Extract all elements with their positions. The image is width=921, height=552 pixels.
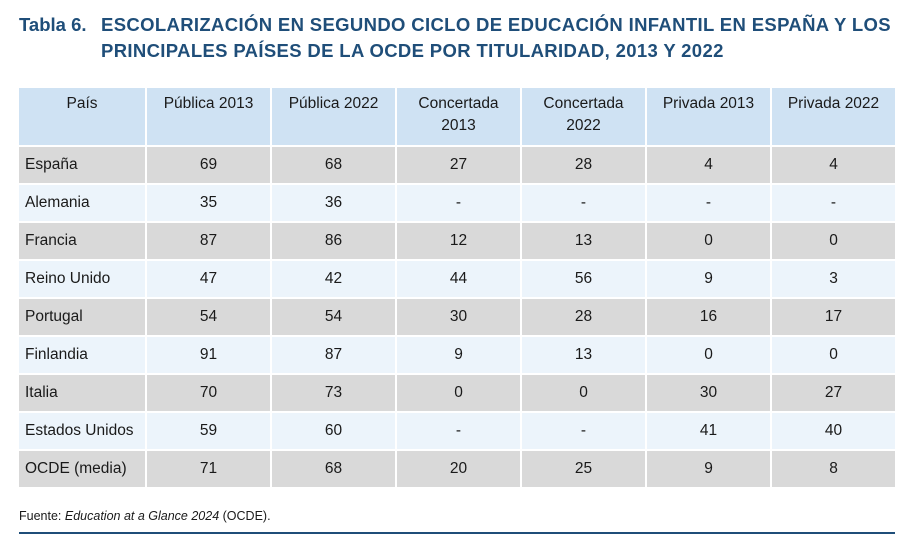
- value-cell: 30: [646, 374, 772, 413]
- value-cell: -: [396, 412, 522, 451]
- value-cell: 4: [771, 146, 895, 185]
- value-cell: 42: [271, 260, 397, 299]
- value-cell: 27: [396, 146, 522, 185]
- value-cell: 16: [646, 298, 772, 337]
- bottom-divider: [19, 532, 895, 534]
- value-cell: 9: [646, 450, 772, 489]
- country-cell: Italia: [19, 374, 147, 413]
- enrollment-table: País Pública 2013 Pública 2022 Concertad…: [19, 88, 895, 489]
- value-cell: 0: [646, 336, 772, 375]
- value-cell: 0: [771, 222, 895, 261]
- column-header: Concertada 2022: [521, 88, 647, 147]
- value-cell: 3: [771, 260, 895, 299]
- table-row: Portugal 54 54 30 28 16 17: [19, 298, 895, 337]
- value-cell: 8: [771, 450, 895, 489]
- column-header: Pública 2022: [271, 88, 397, 147]
- country-cell: Portugal: [19, 298, 147, 337]
- value-cell: 87: [271, 336, 397, 375]
- value-cell: 25: [521, 450, 647, 489]
- value-cell: 0: [396, 374, 522, 413]
- country-cell: Finlandia: [19, 336, 147, 375]
- value-cell: 0: [646, 222, 772, 261]
- column-header: Privada 2022: [771, 88, 895, 147]
- table-title-text: ESCOLARIZACIÓN EN SEGUNDO CICLO DE EDUCA…: [101, 14, 891, 61]
- value-cell: -: [771, 184, 895, 223]
- value-cell: 28: [521, 146, 647, 185]
- value-cell: 69: [146, 146, 272, 185]
- value-cell: 44: [396, 260, 522, 299]
- value-cell: -: [646, 184, 772, 223]
- value-cell: 54: [271, 298, 397, 337]
- value-cell: 30: [396, 298, 522, 337]
- table-header-row: País Pública 2013 Pública 2022 Concertad…: [19, 88, 895, 147]
- value-cell: 4: [646, 146, 772, 185]
- table-title: Tabla 6. ESCOLARIZACIÓN EN SEGUNDO CICLO…: [19, 12, 909, 64]
- value-cell: -: [521, 184, 647, 223]
- value-cell: 73: [271, 374, 397, 413]
- table-row: España 69 68 27 28 4 4: [19, 146, 895, 185]
- value-cell: -: [396, 184, 522, 223]
- table-row: Alemania 35 36 - - - -: [19, 184, 895, 223]
- value-cell: 36: [271, 184, 397, 223]
- value-cell: 87: [146, 222, 272, 261]
- source-prefix: Fuente:: [19, 509, 65, 523]
- column-header: Privada 2013: [646, 88, 772, 147]
- country-cell: España: [19, 146, 147, 185]
- table-row: OCDE (media) 71 68 20 25 9 8: [19, 450, 895, 489]
- value-cell: 13: [521, 222, 647, 261]
- value-cell: 9: [646, 260, 772, 299]
- value-cell: 86: [271, 222, 397, 261]
- table-row: Italia 70 73 0 0 30 27: [19, 374, 895, 413]
- value-cell: 12: [396, 222, 522, 261]
- value-cell: 40: [771, 412, 895, 451]
- column-header: Concertada 2013: [396, 88, 522, 147]
- country-cell: Francia: [19, 222, 147, 261]
- source-publication: Education at a Glance 2024: [64, 509, 220, 523]
- source-suffix: (OCDE).: [219, 509, 271, 523]
- value-cell: 68: [271, 146, 397, 185]
- value-cell: 9: [396, 336, 522, 375]
- country-cell: Estados Unidos: [19, 412, 147, 451]
- value-cell: 13: [521, 336, 647, 375]
- value-cell: -: [521, 412, 647, 451]
- table-number: Tabla 6.: [19, 14, 87, 35]
- value-cell: 59: [146, 412, 272, 451]
- column-header: Pública 2013: [146, 88, 272, 147]
- value-cell: 17: [771, 298, 895, 337]
- value-cell: 71: [146, 450, 272, 489]
- table-row: Estados Unidos 59 60 - - 41 40: [19, 412, 895, 451]
- value-cell: 20: [396, 450, 522, 489]
- value-cell: 35: [146, 184, 272, 223]
- value-cell: 28: [521, 298, 647, 337]
- value-cell: 68: [271, 450, 397, 489]
- value-cell: 47: [146, 260, 272, 299]
- value-cell: 91: [146, 336, 272, 375]
- value-cell: 0: [521, 374, 647, 413]
- country-cell: OCDE (media): [19, 450, 147, 489]
- table-row: Francia 87 86 12 13 0 0: [19, 222, 895, 261]
- table-row: Finlandia 91 87 9 13 0 0: [19, 336, 895, 375]
- value-cell: 0: [771, 336, 895, 375]
- value-cell: 60: [271, 412, 397, 451]
- country-cell: Alemania: [19, 184, 147, 223]
- value-cell: 27: [771, 374, 895, 413]
- value-cell: 41: [646, 412, 772, 451]
- source-note: Fuente: Education at a Glance 2024 (OCDE…: [19, 509, 271, 523]
- table-row: Reino Unido 47 42 44 56 9 3: [19, 260, 895, 299]
- value-cell: 56: [521, 260, 647, 299]
- value-cell: 70: [146, 374, 272, 413]
- column-header: País: [19, 88, 147, 147]
- value-cell: 54: [146, 298, 272, 337]
- country-cell: Reino Unido: [19, 260, 147, 299]
